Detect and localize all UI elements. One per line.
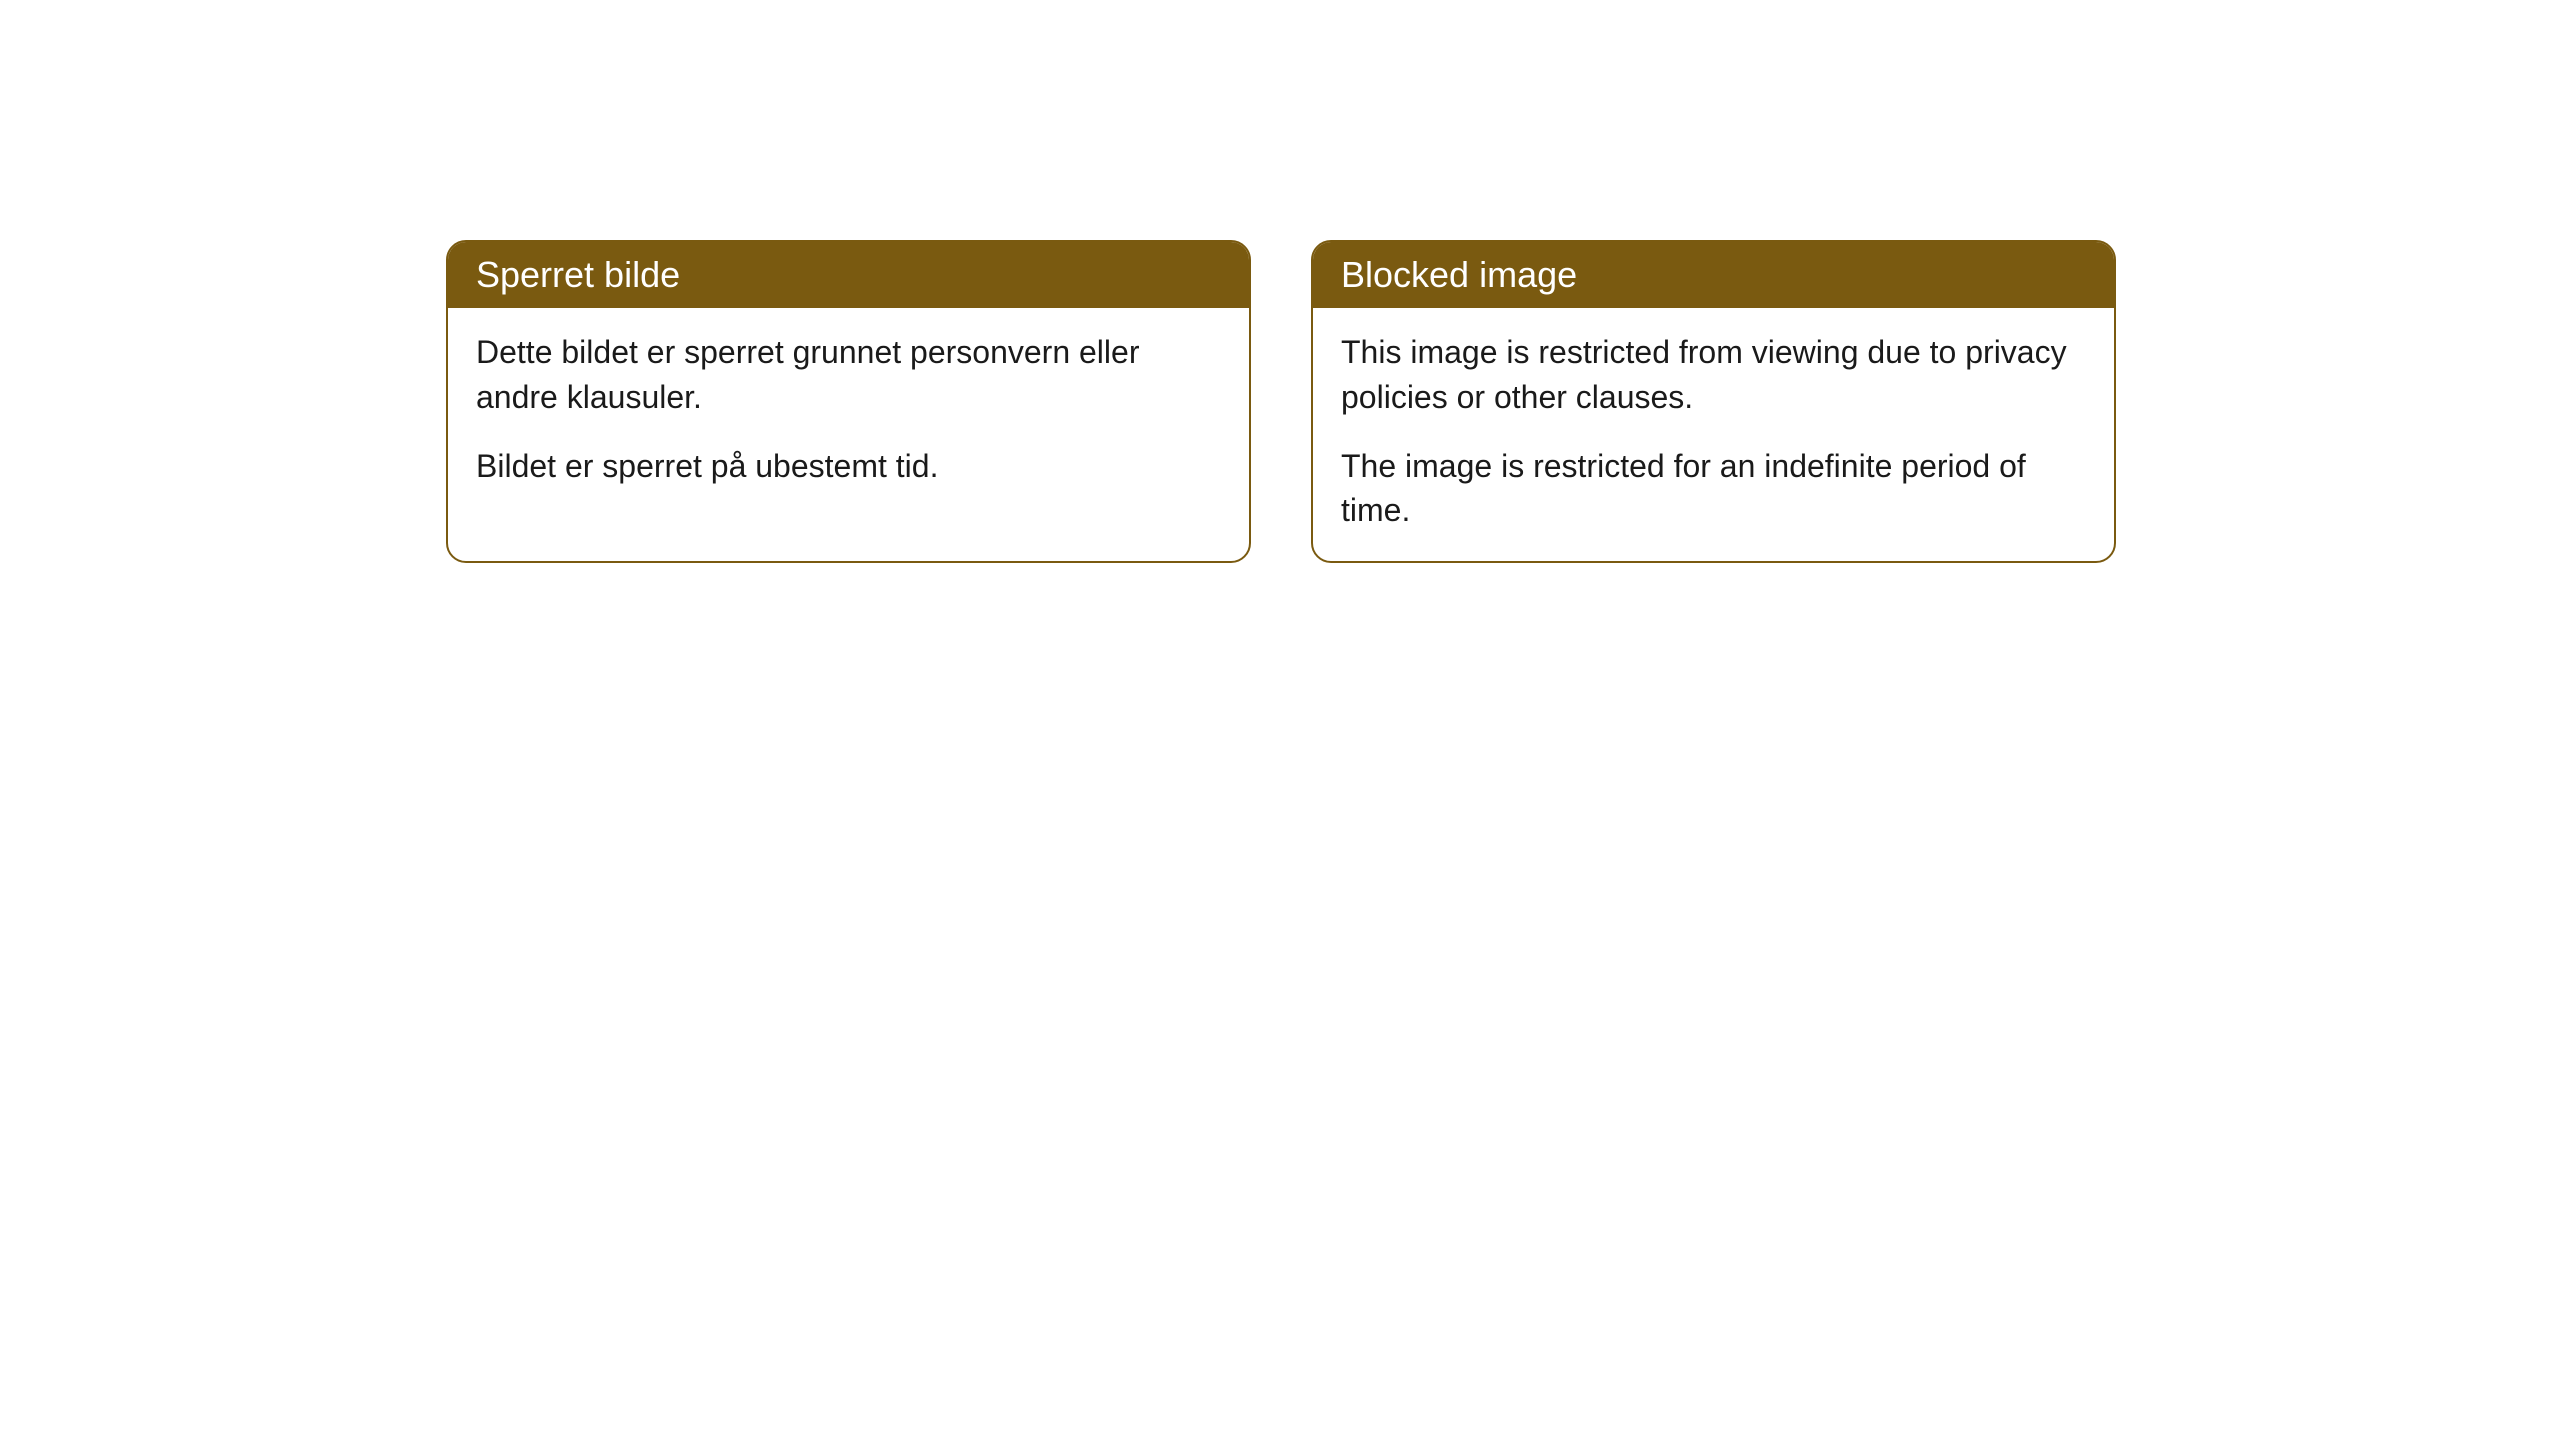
notice-body-norwegian: Dette bildet er sperret grunnet personve… (448, 308, 1249, 516)
notice-paragraph: The image is restricted for an indefinit… (1341, 444, 2086, 534)
notice-paragraph: Bildet er sperret på ubestemt tid. (476, 444, 1221, 489)
notice-header-english: Blocked image (1313, 242, 2114, 308)
notice-body-english: This image is restricted from viewing du… (1313, 308, 2114, 561)
notice-paragraph: This image is restricted from viewing du… (1341, 330, 2086, 420)
notice-paragraph: Dette bildet er sperret grunnet personve… (476, 330, 1221, 420)
notice-header-norwegian: Sperret bilde (448, 242, 1249, 308)
notice-card-norwegian: Sperret bilde Dette bildet er sperret gr… (446, 240, 1251, 563)
notice-title: Blocked image (1341, 254, 1577, 295)
notice-container: Sperret bilde Dette bildet er sperret gr… (446, 240, 2116, 563)
notice-card-english: Blocked image This image is restricted f… (1311, 240, 2116, 563)
notice-title: Sperret bilde (476, 254, 680, 295)
